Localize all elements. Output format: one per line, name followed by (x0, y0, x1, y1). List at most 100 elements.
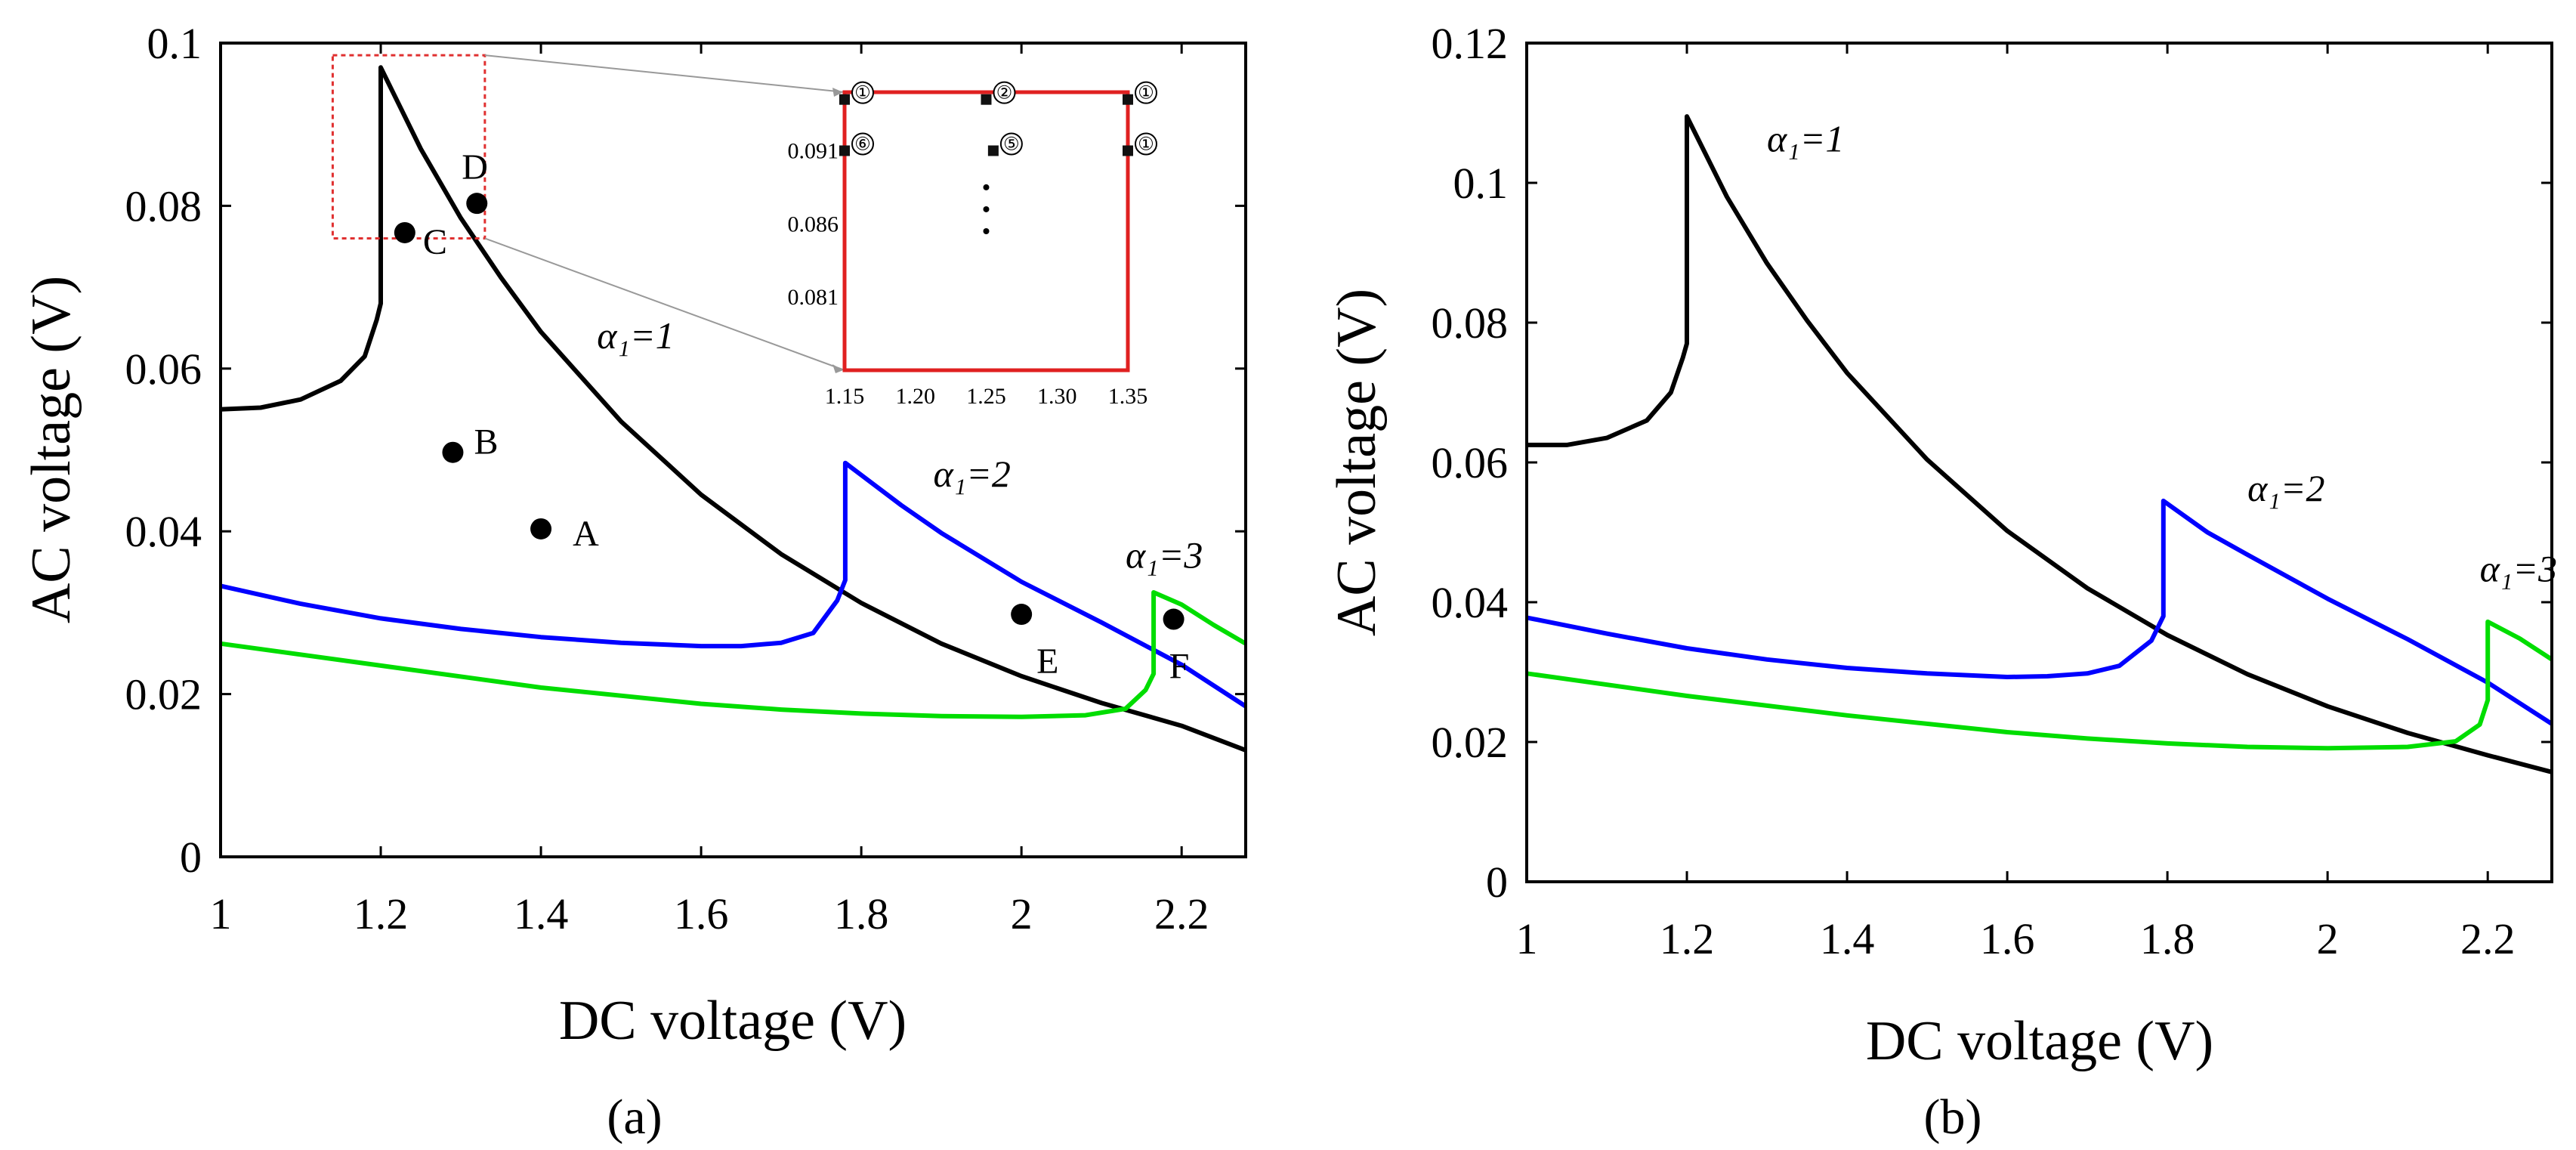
inset-marker (981, 94, 992, 105)
panel-a-x-tick-label: 1.8 (834, 889, 889, 938)
panel-a-series-1-line (220, 65, 1247, 753)
inset-marker-label: ② (996, 84, 1013, 104)
panel-a-y-axis-label: AC voltage (V) (20, 276, 82, 623)
panel-a-point-label-e: E (1036, 641, 1058, 682)
inset-ellipsis-dot (983, 228, 990, 234)
panel-a-x-tick-label: 2 (1011, 889, 1033, 938)
panel-a-point-f (1163, 608, 1185, 630)
inset-marker-circle (1135, 81, 1157, 104)
inset-ellipsis-dot (983, 206, 990, 212)
inset-y-tick-label: 0.091 (788, 138, 839, 163)
inset-marker-label: ⑤ (1003, 134, 1020, 154)
panel-a-x-tick-label: 2.2 (1154, 889, 1209, 938)
inset-marker-circle (999, 132, 1023, 156)
panel-a-curve-label-3: α₁=3 (1126, 534, 1203, 577)
panel-a-point-e (1011, 604, 1033, 626)
inset-marker-label: ① (854, 84, 871, 104)
panel-a-y-tick-label: 0.1 (147, 19, 202, 68)
panel-a-points: A B CD E F (394, 147, 1190, 687)
panel-a-x-tick-label: 1.2 (354, 889, 409, 938)
panel-a: 1 1.2 1.4 1.6 1.8 2 2.2 0 0.02 0.04 0.06 0.08 0.1 1.… (20, 19, 1247, 1145)
panel-a-x-tick-label: 1 (210, 889, 232, 938)
panel-b-x-axis-label: DC voltage (V) (1866, 1010, 2213, 1072)
panel-a-y-tick-label: 0 (180, 833, 202, 882)
inset-x-tick-label: 1.15 (825, 384, 865, 409)
inset-marker-label: ⑥ (854, 134, 871, 154)
inset-marker-circle (993, 81, 1016, 104)
panel-b-y-tick-label: 0.04 (1432, 578, 1509, 627)
panel-a-x-tick-label: 1.6 (674, 889, 729, 938)
panel-b: 1 1.2 1.4 1.6 1.8 2 2.2 0 0.02 0.04 0.06 0.08 0.1 0.1… (1326, 19, 2557, 1145)
panel-a-point-label-c: C (423, 222, 447, 262)
inset-x-tick-label: 1.20 (896, 384, 936, 409)
panel-a-y-tick-label: 0.02 (125, 670, 202, 719)
panel-a-y-tick-label: 0.06 (125, 345, 202, 394)
inset-x-tick-label: 1.30 (1037, 384, 1077, 409)
inset-marker-label: ① (1138, 84, 1154, 104)
panel-b-frame (1525, 42, 2553, 883)
inset-marker-circle (851, 132, 874, 156)
panel-a-curve-label-1: α₁=1 (597, 314, 674, 357)
panel-b-x-tick-label: 2.2 (2460, 914, 2516, 963)
panel-a-curve-label-2: α₁=2 (934, 453, 1011, 495)
inset-marker (987, 145, 999, 156)
panel-b-x-tick-label: 2 (2317, 914, 2339, 963)
panel-a-series-3-line (220, 590, 1247, 719)
panel-a-x-axis-label: DC voltage (V) (559, 990, 907, 1052)
panel-b-curves (1526, 114, 2553, 774)
panel-a-y-tick-label: 0.04 (125, 507, 202, 556)
panel-a-point-b (442, 441, 464, 463)
panel-b-series-3-line (1526, 619, 2553, 751)
panel-b-ticks (1525, 42, 2552, 883)
panel-b-x-tick-label: 1.2 (1660, 914, 1715, 963)
zoom-connector-bottom-arrowhead (832, 364, 843, 373)
panel-a-curves (220, 65, 1247, 753)
inset-marker (1123, 145, 1133, 156)
panel-a-point-c (394, 221, 415, 243)
panel-b-curve-label-3: α₁=3 (2480, 547, 2557, 589)
panel-a-tick-labels: 1 1.2 1.4 1.6 1.8 2 2.2 0 0.02 0.04 0.06 0.08 0.1 (125, 19, 1209, 938)
panel-b-series-2-line (1526, 498, 2553, 726)
panel-b-y-tick-label: 0.08 (1432, 298, 1509, 348)
inset-ellipsis-dot (983, 184, 990, 190)
panel-b-x-tick-label: 1 (1516, 914, 1538, 963)
panel-a-series-2-line (220, 460, 1247, 709)
inset-marker (839, 94, 850, 105)
zoom-connector-top-arrowhead (832, 88, 843, 97)
panel-a-point-a (530, 518, 552, 539)
panel-a-caption: (a) (607, 1090, 662, 1145)
panel-b-tick-labels: 1 1.2 1.4 1.6 1.8 2 2.2 0 0.02 0.04 0.06 0.08 0.1 0.1… (1432, 19, 2516, 963)
panel-a-point-d (466, 193, 488, 215)
panel-a-inset: 1.15 1.20 1.25 1.30 1.35 0.081 0.086 0.091 ① ② ① ⑥ ⑤… (484, 54, 1157, 409)
panel-b-y-tick-label: 0.12 (1432, 19, 1509, 68)
panel-a-curve-labels: α₁=1 α₁=2 α₁=3 (597, 314, 1203, 577)
panel-a-point-label-a: A (573, 514, 599, 554)
panel-b-series-1-line (1527, 114, 2553, 774)
inset-marker (1123, 94, 1133, 105)
inset-x-tick-label: 1.25 (966, 384, 1006, 409)
inset-y-tick-label: 0.081 (788, 285, 839, 310)
inset-marker (839, 145, 850, 156)
panel-b-x-tick-label: 1.6 (1980, 914, 2035, 963)
panel-b-caption: (b) (1924, 1090, 1982, 1145)
inset-y-tick-label: 0.086 (788, 212, 839, 236)
panel-a-x-tick-label: 1.4 (514, 889, 569, 938)
panel-b-curve-labels: α₁=1 α₁=2 α₁=3 (1767, 117, 2557, 589)
inset-marker-label: ① (1138, 134, 1154, 154)
inset-marker-circle (851, 81, 874, 104)
panel-a-ticks (219, 42, 1246, 858)
zoom-connector-bottom (484, 237, 845, 371)
panel-a-point-label-f: F (1169, 647, 1190, 687)
panel-a-point-label-d: D (462, 147, 488, 187)
panel-b-y-tick-label: 0 (1486, 858, 1508, 907)
panel-a-y-tick-label: 0.08 (125, 181, 202, 230)
panel-a-point-label-b: B (474, 422, 498, 462)
inset-x-tick-label: 1.35 (1108, 384, 1148, 409)
panel-b-y-tick-label: 0.02 (1432, 718, 1509, 767)
panel-b-y-axis-label: AC voltage (V) (1326, 289, 1388, 636)
panel-b-curve-label-1: α₁=1 (1767, 117, 1844, 159)
zoom-connector-top (484, 54, 845, 93)
inset-marker-circle (1135, 132, 1157, 156)
panel-a-frame (219, 42, 1247, 858)
panel-b-y-tick-label: 0.06 (1432, 438, 1509, 487)
